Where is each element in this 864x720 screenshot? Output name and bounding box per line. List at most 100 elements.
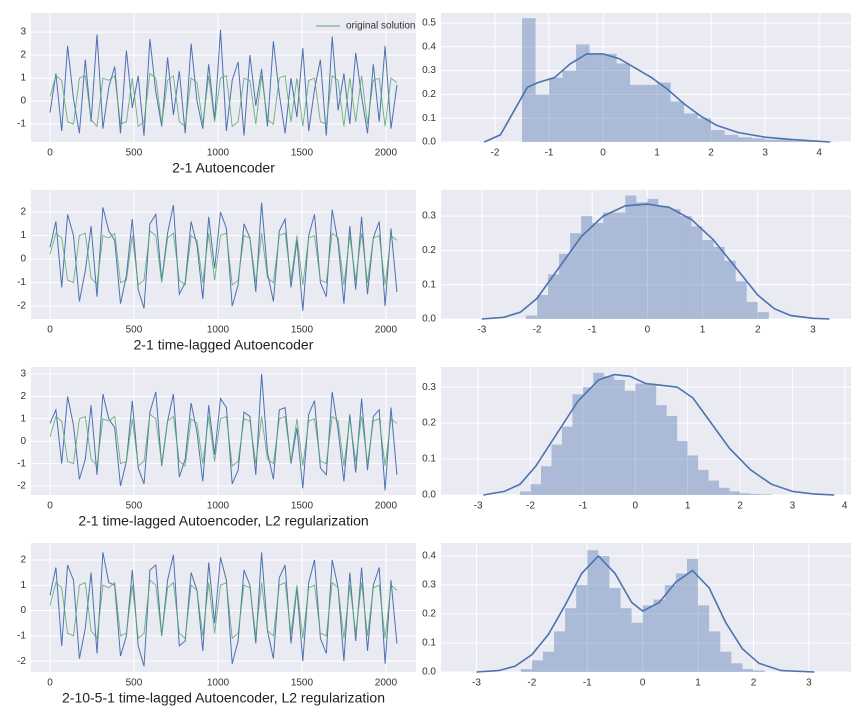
y-tick-label: -2 — [17, 481, 26, 492]
histogram-bar — [645, 383, 657, 495]
series-line — [49, 230, 398, 286]
x-tick-label: 3 — [790, 501, 796, 512]
histogram-bar — [778, 139, 793, 142]
histogram-bar — [565, 608, 577, 672]
x-tick-label: 1 — [654, 148, 660, 159]
histogram-bar — [589, 53, 604, 142]
series-line — [49, 413, 398, 467]
histogram-bar — [598, 556, 610, 672]
y-tick-label: 0.5 — [422, 18, 436, 29]
histogram-bar — [642, 605, 654, 672]
x-tick-label: 2 — [751, 678, 757, 689]
x-tick-label: 1 — [695, 678, 701, 689]
series-line — [49, 29, 398, 136]
histogram-bar — [520, 669, 532, 672]
subplot-title: 2-1 Autoencoder — [172, 160, 275, 176]
kde-line — [476, 554, 815, 673]
x-tick-label: 3 — [810, 325, 816, 336]
x-tick-label: 0 — [600, 148, 606, 159]
histogram-bar — [738, 137, 752, 142]
y-tick-label: 2 — [20, 555, 26, 566]
histogram-bar — [687, 558, 699, 672]
histogram-bar — [760, 494, 772, 495]
histogram-bar — [593, 372, 604, 495]
histogram-bar — [724, 134, 739, 142]
series-line — [49, 579, 398, 640]
x-tick-label: -2 — [533, 325, 542, 336]
legend-label: original solution — [346, 21, 416, 32]
x-tick-label: 1 — [685, 501, 691, 512]
x-tick-label: 0 — [47, 678, 53, 689]
x-tick-label: 4 — [816, 148, 822, 159]
series-line — [49, 373, 398, 491]
histogram-bar — [520, 491, 531, 495]
y-tick-label: 0.1 — [422, 113, 436, 124]
y-tick-label: 2 — [20, 207, 26, 218]
histogram-bar — [620, 608, 632, 672]
kde-line — [483, 373, 835, 496]
histogram-bar — [742, 669, 754, 672]
histogram-bar — [708, 480, 720, 495]
y-tick-label: 1 — [20, 73, 26, 84]
y-tick-label: 2 — [20, 50, 26, 61]
x-tick-label: 0 — [47, 325, 53, 336]
histogram-bar — [711, 130, 725, 142]
histogram-bar — [559, 253, 571, 319]
kde-line — [483, 53, 830, 143]
histogram-bar — [616, 63, 631, 142]
histogram-bar — [603, 212, 615, 319]
subplot-title: 2-1 time-lagged Autoencoder, L2 regulari… — [78, 513, 368, 529]
x-tick-label: -2 — [491, 148, 500, 159]
y-tick-label: 0 — [20, 254, 26, 265]
histogram-bar — [541, 466, 552, 495]
histogram-bar — [746, 301, 758, 319]
series-line — [49, 72, 398, 128]
x-tick-label: -1 — [588, 325, 597, 336]
histogram-bar — [713, 246, 725, 319]
y-tick-label: 1 — [20, 580, 26, 591]
histogram-bar — [666, 415, 678, 495]
histogram-bar — [647, 198, 659, 319]
x-tick-label: -1 — [583, 678, 592, 689]
histogram-bar — [729, 491, 740, 495]
y-tick-label: 2 — [20, 391, 26, 402]
y-tick-label: 0.0 — [422, 667, 436, 678]
histogram-bar — [530, 484, 542, 495]
histogram-bar — [548, 274, 560, 319]
histogram-bar — [653, 599, 665, 672]
x-tick-label: 2000 — [375, 325, 398, 336]
x-tick-label: 2000 — [375, 501, 398, 512]
histogram-bar — [592, 222, 604, 319]
y-tick-label: 3 — [20, 27, 26, 38]
x-tick-label: 2 — [737, 501, 743, 512]
x-tick-label: 1500 — [291, 325, 314, 336]
x-tick-label: 1500 — [291, 678, 314, 689]
histogram-bar — [670, 101, 685, 142]
histogram-bar — [792, 140, 806, 142]
plot-area — [31, 543, 416, 672]
x-tick-label: 0 — [645, 325, 651, 336]
x-tick-label: 1000 — [207, 678, 230, 689]
kde-line — [481, 203, 830, 320]
histogram-bar — [735, 281, 747, 319]
histogram-bar — [609, 587, 621, 672]
histogram-bar — [687, 455, 699, 495]
histogram-bar — [720, 651, 732, 672]
histogram-bar — [570, 233, 582, 319]
y-tick-label: -2 — [17, 656, 26, 667]
x-tick-label: -1 — [578, 501, 587, 512]
histogram-bar — [624, 390, 636, 495]
y-tick-label: -1 — [17, 458, 26, 469]
x-tick-label: 4 — [842, 501, 848, 512]
y-tick-label: 1 — [20, 230, 26, 241]
histogram-bar — [680, 216, 692, 319]
x-tick-label: 1500 — [291, 148, 314, 159]
x-tick-label: 0 — [640, 678, 646, 689]
histogram-bar — [535, 94, 550, 142]
histogram-bar — [551, 444, 562, 495]
histogram-bar — [697, 118, 712, 142]
y-tick-label: 0.2 — [422, 418, 436, 429]
histogram-bar — [656, 405, 667, 495]
histogram-bar — [753, 670, 765, 672]
histogram-bar — [542, 651, 555, 672]
